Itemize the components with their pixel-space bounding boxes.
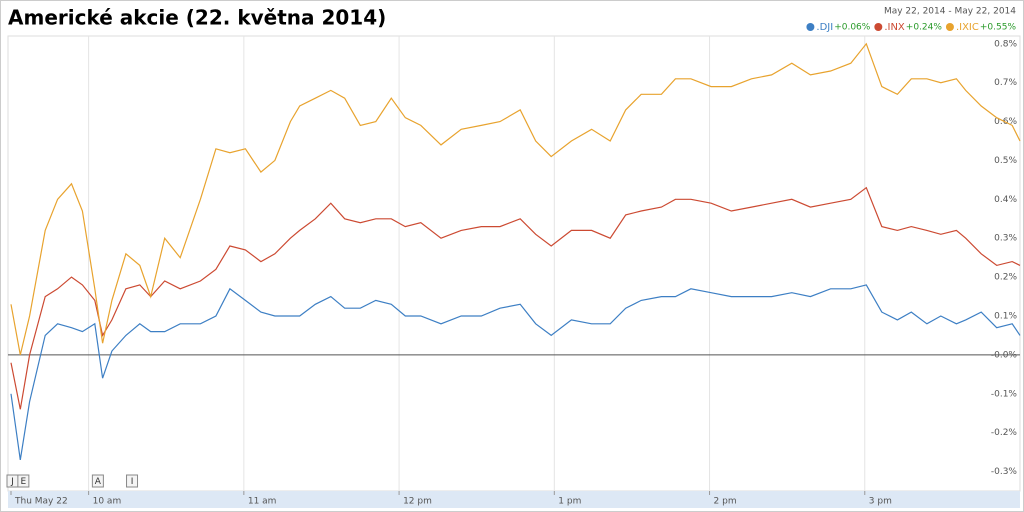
flag-label: I: [131, 477, 134, 487]
flag-label: A: [95, 477, 102, 487]
y-tick-label: 0.7%: [994, 78, 1017, 88]
y-tick-label: 0.2%: [994, 273, 1017, 283]
legend-change: +0.06%: [834, 23, 871, 33]
x-tick-label: 12 pm: [403, 497, 432, 507]
y-tick-label: 0.8%: [994, 39, 1017, 49]
legend-change: +0.55%: [980, 23, 1017, 33]
flag-label: E: [21, 477, 27, 487]
legend-name: .INX: [884, 22, 905, 33]
x-tick-label: 2 pm: [714, 497, 737, 507]
flag: [91, 474, 104, 488]
y-tick-label: -0.1%: [991, 389, 1018, 399]
series-line: [10, 42, 1021, 356]
legend-dot: [806, 23, 815, 31]
legend-name: .DJI: [816, 22, 833, 33]
flag: [17, 474, 30, 488]
series-line: [10, 284, 1021, 460]
x-tick-label: 1 pm: [558, 497, 581, 507]
legend-change: +0.24%: [906, 23, 943, 33]
legend-dot: [874, 23, 883, 31]
date-range: May 22, 2014 - May 22, 2014: [884, 7, 1016, 17]
chart-title: Americké akcie (22. května 2014): [8, 6, 386, 30]
y-tick-label: -0.3%: [991, 467, 1018, 477]
legend-name: .IXIC: [956, 22, 979, 33]
y-tick-label: 0.5%: [994, 156, 1017, 166]
x-tick-label: 11 am: [248, 497, 277, 507]
y-tick-label: 0.3%: [994, 234, 1017, 244]
series-line: [10, 186, 1021, 410]
flag-label: J: [10, 477, 14, 487]
x-tick-label: 10 am: [93, 497, 122, 507]
flag: [126, 474, 139, 488]
legend-dot: [945, 23, 954, 31]
x-tick-label: 3 pm: [869, 497, 892, 507]
y-tick-label: 0.1%: [994, 312, 1017, 322]
x-axis-band: [8, 491, 1020, 508]
y-tick-label: 0.4%: [994, 195, 1017, 205]
y-tick-label: -0.2%: [991, 428, 1018, 438]
x-tick-label: Thu May 22: [14, 497, 68, 507]
